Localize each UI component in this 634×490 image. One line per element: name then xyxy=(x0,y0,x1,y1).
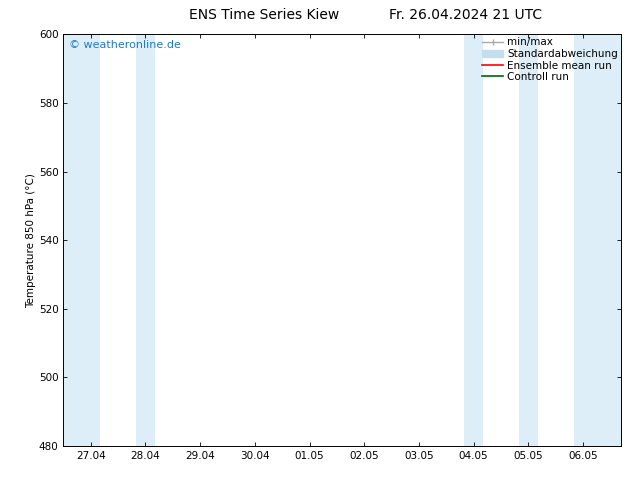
Text: ENS Time Series Kiew: ENS Time Series Kiew xyxy=(189,8,339,22)
Text: Fr. 26.04.2024 21 UTC: Fr. 26.04.2024 21 UTC xyxy=(389,8,541,22)
Bar xyxy=(464,34,483,446)
Bar xyxy=(136,34,155,446)
Y-axis label: Temperature 850 hPa (°C): Temperature 850 hPa (°C) xyxy=(26,172,36,308)
Bar xyxy=(519,34,538,446)
Legend: min/max, Standardabweichung, Ensemble mean run, Controll run: min/max, Standardabweichung, Ensemble me… xyxy=(481,35,620,84)
Bar xyxy=(574,34,621,446)
Bar xyxy=(63,34,100,446)
Text: © weatheronline.de: © weatheronline.de xyxy=(69,41,181,50)
